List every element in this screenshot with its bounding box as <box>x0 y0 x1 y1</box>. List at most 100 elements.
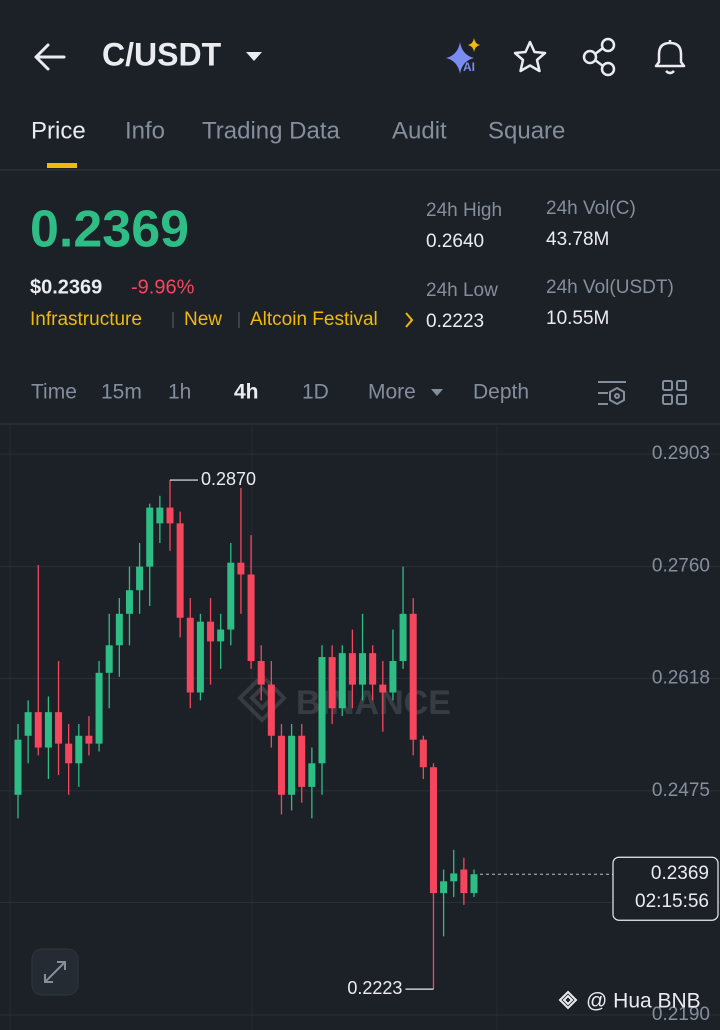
interval[interactable]: 4h <box>234 381 259 404</box>
candle-body <box>288 735 296 795</box>
tab[interactable]: Square <box>488 117 565 144</box>
candle-body <box>196 621 204 693</box>
candle-body <box>257 661 265 685</box>
tag[interactable]: New <box>184 309 222 330</box>
y-tick-label: 0.2760 <box>652 556 710 577</box>
interval[interactable]: 1D <box>302 381 329 404</box>
last-price-box <box>612 856 719 921</box>
candle-body <box>429 767 437 894</box>
favorite-button[interactable] <box>513 40 547 73</box>
stat-value: 43.78M <box>546 229 609 250</box>
candle-body <box>440 881 448 894</box>
tab[interactable]: Audit <box>392 117 447 144</box>
candle-body <box>217 629 225 642</box>
candle-body <box>470 874 478 894</box>
svg-text:AI: AI <box>463 60 475 74</box>
candle-body <box>308 763 316 787</box>
candle-body <box>450 873 458 882</box>
candle-body <box>348 653 356 685</box>
symbol-dropdown[interactable] <box>246 52 262 61</box>
interval[interactable]: 1h <box>168 381 191 404</box>
candle-body <box>460 869 468 894</box>
candle-body <box>359 653 367 685</box>
candle-body <box>125 590 133 614</box>
candle-body <box>136 566 144 591</box>
candle-body <box>14 739 22 795</box>
tag-chevron <box>405 312 414 328</box>
candle-body <box>156 507 164 524</box>
candle-body <box>277 735 285 795</box>
more-caret <box>431 389 443 396</box>
candle-body <box>55 712 63 744</box>
stats: 24h High 0.2640 24h Vol(C) 43.78M 24h Low 0.2… <box>426 198 674 332</box>
candle-body <box>267 684 275 736</box>
candle-body <box>227 562 235 630</box>
last-price-label: 0.2369 <box>651 863 709 884</box>
interval[interactable]: 15m <box>101 381 142 404</box>
candle-body <box>379 684 387 693</box>
tab[interactable]: Trading Data <box>202 117 341 144</box>
candle-body <box>24 712 32 736</box>
alert-button[interactable] <box>654 40 686 75</box>
indicator-settings-button[interactable] <box>598 381 626 406</box>
layout-button[interactable] <box>662 380 687 405</box>
tag[interactable]: Altcoin Festival <box>250 309 378 330</box>
candle-body <box>186 617 194 693</box>
candle-body <box>237 562 245 575</box>
stat-label: 24h Low <box>426 280 498 301</box>
price-change: -9.96% <box>131 276 195 298</box>
high-marker-label: 0.2870 <box>201 469 256 489</box>
interval[interactable]: Depth <box>473 381 529 404</box>
share-button[interactable] <box>582 37 616 77</box>
candle-body <box>409 613 417 740</box>
candle-body <box>146 507 154 567</box>
candle-body <box>369 653 377 685</box>
active-tab-indicator <box>47 163 77 168</box>
candle-body <box>105 645 113 673</box>
candle-body <box>34 712 42 748</box>
ai-button[interactable]: AI <box>446 38 480 74</box>
candle-body <box>338 653 346 709</box>
usd-price: $0.2369 <box>30 276 102 298</box>
stat-label: 24h Vol(USDT) <box>546 277 674 298</box>
candle-body <box>44 712 52 748</box>
y-tick-label: 0.2475 <box>652 780 710 801</box>
candle-body <box>65 743 73 764</box>
stat-label: 24h Vol(C) <box>546 198 636 219</box>
candle-body <box>419 739 427 768</box>
stat-label: 24h High <box>426 200 502 221</box>
candlestick-chart: 0.21900.23330.24750.26180.27600.29030.28… <box>0 443 720 1025</box>
candle-body <box>115 613 123 646</box>
interval-bar: Time 15m 1h 4h 1D More Depth <box>31 381 529 404</box>
candle-body <box>247 574 255 662</box>
symbol[interactable]: C/USDT <box>102 36 222 72</box>
y-tick-label: 0.2903 <box>652 443 710 464</box>
credit-watermark: @ Hua BNB <box>558 990 701 1013</box>
tag[interactable]: Infrastructure <box>30 309 142 330</box>
candle-body <box>298 735 306 787</box>
tab[interactable]: Price <box>31 117 86 144</box>
stat-value: 0.2640 <box>426 231 484 252</box>
y-tick-label: 0.2618 <box>652 667 710 688</box>
candle-body <box>389 661 397 693</box>
candle-body <box>166 507 174 524</box>
last-price: 0.2369 <box>30 201 189 259</box>
stat-value: 10.55M <box>546 308 609 329</box>
tab-bar: Price Info Trading Data Audit Square <box>31 117 565 144</box>
interval[interactable]: More <box>368 381 416 404</box>
y-tick-label: 0.2190 <box>652 1004 710 1025</box>
svg-text:@ Hua BNB: @ Hua BNB <box>586 990 701 1013</box>
candle-body <box>85 735 93 744</box>
back-button[interactable] <box>34 43 66 71</box>
expand-button[interactable] <box>31 948 79 996</box>
candle-body <box>328 657 336 709</box>
interval[interactable]: Time <box>31 381 77 404</box>
tab[interactable]: Info <box>125 117 165 144</box>
candle-body <box>95 672 103 744</box>
candle-body <box>318 657 326 764</box>
countdown: 02:15:56 <box>635 891 709 912</box>
stat-value: 0.2223 <box>426 311 484 332</box>
